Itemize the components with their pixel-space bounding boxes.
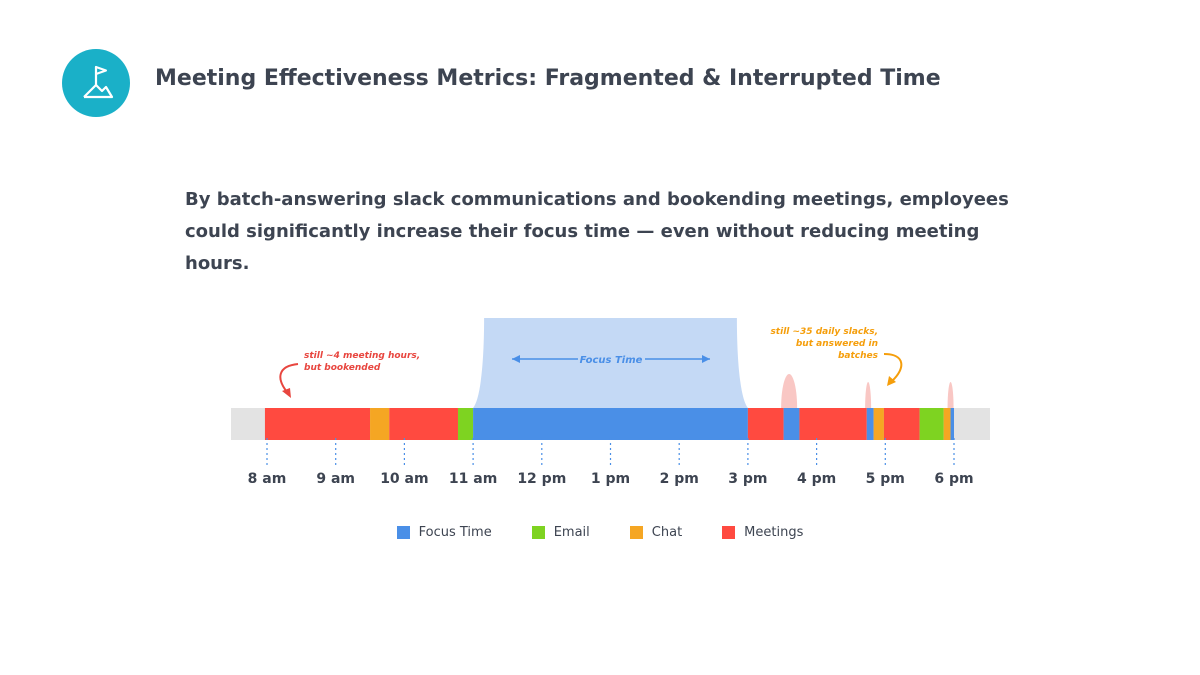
tick-label: 1 pm <box>591 471 630 487</box>
tick-label: 11 am <box>449 471 497 487</box>
focus-arrow-right-head <box>702 355 710 363</box>
page-subtitle: By batch-answering slack communications … <box>185 189 1009 274</box>
legend-label: Email <box>553 525 590 540</box>
meeting-annotation-arrow <box>279 363 299 393</box>
slack-annotation-line: but answered in <box>796 339 878 349</box>
segment-focus-time <box>473 408 748 440</box>
focus-time-area <box>473 318 748 408</box>
legend-item: Focus Time <box>396 525 492 540</box>
segment-meetings <box>389 408 458 440</box>
legend-label: Chat <box>651 525 683 540</box>
slack-annotation-line: batches <box>838 351 879 361</box>
page-title: Meeting Effectiveness Metrics: Fragmente… <box>155 66 941 91</box>
tick-label: 8 am <box>248 471 287 487</box>
focus-arrow-left-head <box>512 355 520 363</box>
meeting-annotation-line: but bookended <box>304 363 381 373</box>
tick-label: 2 pm <box>660 471 699 487</box>
segment-email <box>919 408 944 440</box>
segment-meetings <box>883 408 920 440</box>
legend-item: Meetings <box>722 525 803 540</box>
legend-swatch <box>629 526 643 539</box>
slack-annotation-arrow <box>883 353 903 382</box>
slack-spike <box>781 374 798 408</box>
legend-swatch <box>531 526 545 539</box>
segment-chat <box>873 408 884 440</box>
legend-item: Chat <box>629 525 683 540</box>
tick-label: 3 pm <box>728 471 767 487</box>
slack-spike <box>947 382 954 408</box>
slack-spike <box>865 382 872 408</box>
timeline-chart: Focus Time 8 am 9 am 10 am 11 am 12 pm 1 pm 2 p… <box>231 318 990 487</box>
legend-swatch <box>722 526 736 539</box>
slack-annotation-line: still ~35 daily slacks, <box>770 327 878 337</box>
tick-label: 5 pm <box>866 471 905 487</box>
meeting-annotation-arrowhead <box>282 388 291 398</box>
segment-meetings <box>264 408 371 440</box>
segment-meetings <box>799 408 867 440</box>
tick-label: 9 am <box>316 471 355 487</box>
logo <box>62 49 130 117</box>
segment-focus-time <box>950 408 954 440</box>
flag-mountain-icon <box>83 65 114 99</box>
legend-label: Focus Time <box>418 525 492 540</box>
segment-email <box>457 408 474 440</box>
segment-meetings <box>747 408 784 440</box>
legend-label: Meetings <box>744 525 804 540</box>
segment-focus-time <box>866 408 874 440</box>
slack-annotation-arrowhead <box>887 376 896 386</box>
tick-label: 12 pm <box>517 471 566 487</box>
segment-focus-time <box>783 408 800 440</box>
segment-chat <box>370 408 390 440</box>
tick-label: 6 pm <box>934 471 973 487</box>
legend-swatch <box>396 526 410 539</box>
tick-label: 10 am <box>380 471 428 487</box>
focus-time-label: Focus Time <box>580 355 643 366</box>
meeting-annotation-line: still ~4 meeting hours, <box>304 351 420 361</box>
legend-item: Email <box>531 525 590 540</box>
tick-label: 4 pm <box>797 471 836 487</box>
chart-legend: Focus Time Email Chat Meetings <box>0 525 1200 540</box>
segment-chat <box>943 408 951 440</box>
